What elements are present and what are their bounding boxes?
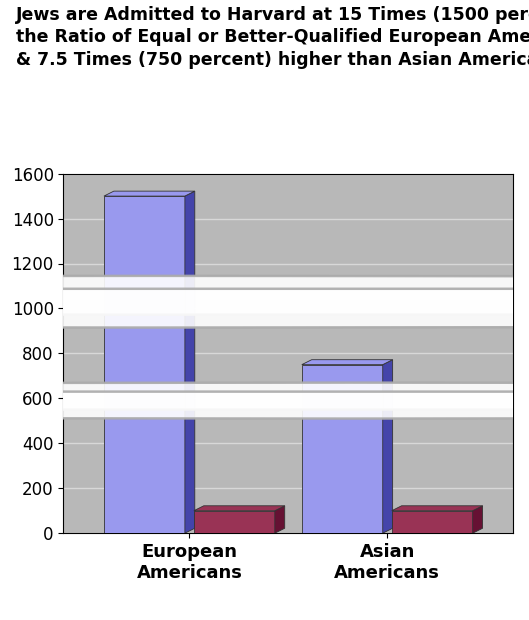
Polygon shape [194, 506, 285, 511]
Polygon shape [0, 392, 529, 419]
Polygon shape [0, 383, 529, 410]
Polygon shape [473, 506, 482, 533]
Bar [391, 511, 472, 533]
Polygon shape [383, 360, 393, 533]
Polygon shape [0, 276, 529, 314]
Bar [194, 511, 275, 533]
Polygon shape [0, 289, 529, 327]
Polygon shape [302, 360, 393, 365]
Bar [302, 365, 383, 533]
Text: Jews are Admitted to Harvard at 15 Times (1500 percent)
the Ratio of Equal or Be: Jews are Admitted to Harvard at 15 Times… [16, 6, 529, 69]
Bar [104, 196, 185, 533]
Polygon shape [275, 506, 285, 533]
Polygon shape [391, 506, 482, 511]
Polygon shape [104, 191, 195, 196]
Polygon shape [185, 191, 195, 533]
